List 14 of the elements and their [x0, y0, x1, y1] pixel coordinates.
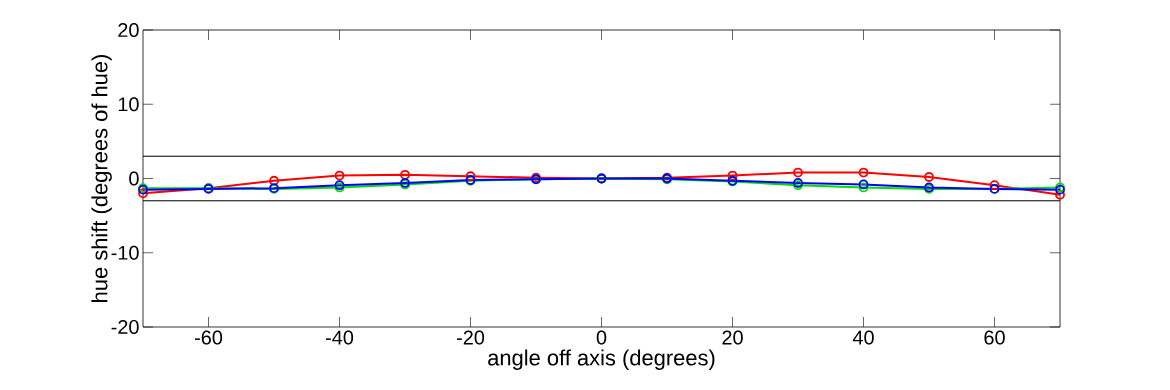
x-tick-label: 20: [722, 330, 743, 345]
y-tick-label: 10: [118, 97, 139, 112]
x-tick-label: -40: [326, 330, 354, 345]
y-axis-title: hue shift (degrees of hue): [91, 55, 112, 302]
x-tick-label: -20: [457, 330, 485, 345]
y-tick-label: -10: [111, 245, 139, 260]
y-tick-label: 0: [129, 171, 139, 186]
x-tick-label: 60: [984, 330, 1005, 345]
y-tick-label: 20: [118, 22, 139, 38]
x-tick-label: 40: [852, 330, 874, 345]
x-tick-label: -60: [195, 330, 223, 345]
x-tick-label: 0: [596, 330, 607, 345]
y-tick-label: -20: [111, 319, 139, 335]
x-axis-title: angle off axis (degrees): [488, 349, 715, 370]
